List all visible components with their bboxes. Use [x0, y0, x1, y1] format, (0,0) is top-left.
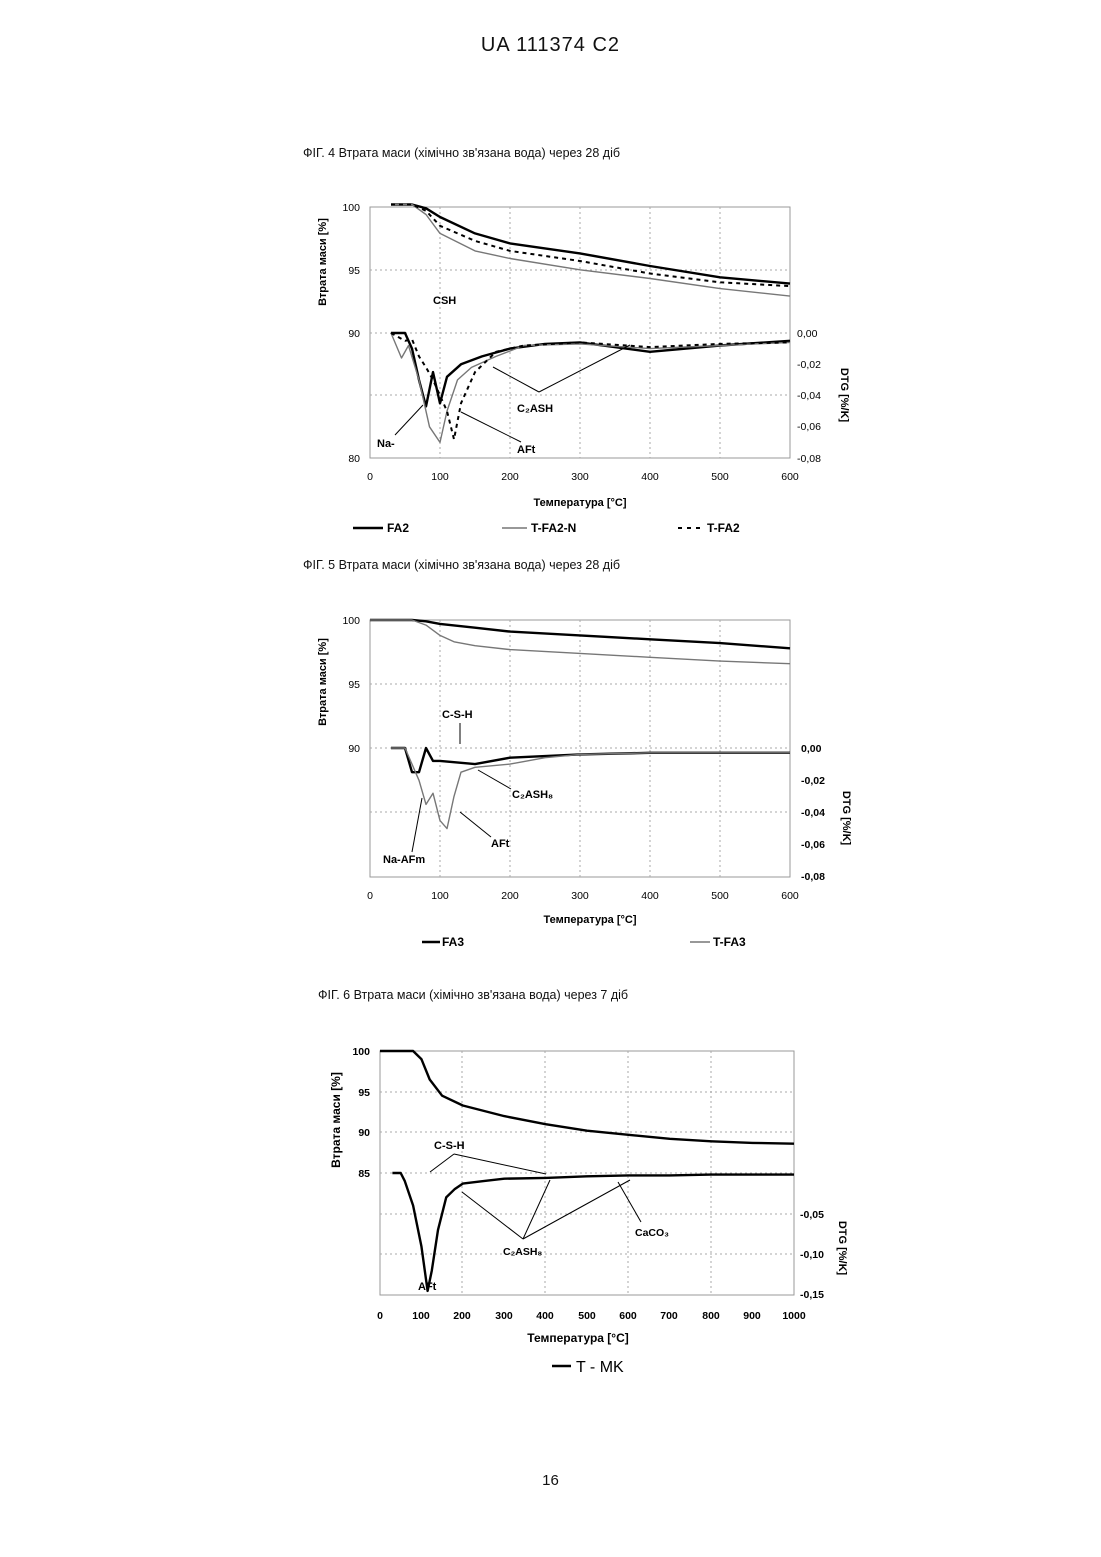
annotation-label: C-S-H [442, 709, 473, 721]
series-line-fa3-right [391, 748, 790, 772]
y-tick: 100 [352, 1046, 370, 1058]
legend: FA3 T-FA3 [422, 935, 746, 949]
x-tick: 400 [536, 1310, 554, 1322]
figure-4-caption: ФІГ. 4 Втрата маси (хімічно зв'язана вод… [303, 146, 620, 160]
x-tick: 300 [571, 890, 589, 902]
series-line-t-mk-left [380, 1051, 794, 1144]
legend-label: FA2 [387, 521, 409, 535]
x-tick: 0 [367, 890, 373, 902]
figure-6-caption: ФІГ. 6 Втрата маси (хімічно зв'язана вод… [318, 988, 628, 1002]
series-lines [380, 1051, 794, 1291]
annotation-label: C₂ASH₈ [503, 1246, 542, 1258]
y-right-tick: -0,08 [797, 453, 821, 465]
x-axis-label: Температура [°C] [533, 497, 626, 509]
legend-label: T - MK [576, 1359, 624, 1376]
y-right-tick: -0,02 [797, 359, 821, 371]
annotation-label: CaCO₃ [635, 1227, 669, 1239]
series-line-t-fa2-left [391, 205, 790, 287]
y-axis-label: Втрата маси [%] [317, 638, 329, 726]
annotation-label: C₂ASH [517, 403, 553, 415]
x-tick: 300 [495, 1310, 513, 1322]
series-line-t-fa2-n-right [391, 333, 790, 442]
x-axis-label: Температура [°C] [527, 1331, 629, 1345]
y-tick: 95 [348, 265, 360, 277]
annotation-label: Na- [377, 438, 395, 450]
x-tick: 100 [431, 890, 449, 902]
annotation-label: C₂ASH₈ [512, 789, 553, 801]
y-tick: 90 [358, 1127, 370, 1139]
annotation-label: Na-AFm [383, 854, 425, 866]
y-right-tick: -0,04 [797, 390, 821, 402]
x-tick: 500 [711, 471, 729, 483]
legend: T - MK [552, 1359, 624, 1376]
legend-label: T-FA2 [707, 521, 740, 535]
x-tick: 0 [367, 471, 373, 483]
x-tick: 500 [578, 1310, 596, 1322]
y-right-tick: 0,00 [801, 743, 822, 755]
x-tick: 200 [453, 1310, 471, 1322]
legend-label: T-FA2-N [531, 521, 576, 535]
x-tick: 100 [431, 471, 449, 483]
legend-label: T-FA3 [713, 935, 746, 949]
annotation-label: AFt [517, 444, 536, 456]
figure-4-chart: 100 95 90 80 0,00 -0,02 -0,04 -0,06 -0,0… [295, 190, 875, 540]
y-right-tick: -0,06 [797, 421, 821, 433]
annotation-arrows [412, 723, 511, 852]
x-tick: 600 [619, 1310, 637, 1322]
series-line-fa3-left [370, 620, 790, 648]
x-axis-label: Температура [°C] [543, 914, 636, 926]
y-right-tick: -0,10 [800, 1249, 824, 1261]
x-tick: 500 [711, 890, 729, 902]
y-right-axis-label: DTG [%/K] [838, 368, 850, 423]
x-tick: 700 [660, 1310, 678, 1322]
y-right-tick: -0,15 [800, 1289, 824, 1301]
y-tick: 90 [348, 743, 360, 755]
y-right-tick: -0,02 [801, 775, 825, 787]
y-tick: 100 [342, 615, 360, 627]
x-tick: 600 [781, 471, 799, 483]
figure-6-chart: 100 95 90 85 -0,05 -0,10 -0,15 0 100 200… [318, 1036, 878, 1386]
annotation-label: CSH [433, 295, 456, 307]
y-tick: 100 [342, 202, 360, 214]
y-tick: 95 [358, 1087, 370, 1099]
x-tick: 600 [781, 890, 799, 902]
y-right-tick: -0,05 [800, 1209, 824, 1221]
series-lines [391, 205, 790, 443]
y-right-tick: -0,06 [801, 839, 825, 851]
y-tick: 80 [348, 453, 360, 465]
x-tick: 1000 [782, 1310, 806, 1322]
y-tick: 85 [358, 1168, 370, 1180]
x-tick: 800 [702, 1310, 720, 1322]
y-right-tick: -0,04 [801, 807, 825, 819]
series-line-t-mk-right [392, 1173, 794, 1291]
legend-label: FA3 [442, 935, 464, 949]
x-tick: 300 [571, 471, 589, 483]
x-tick: 400 [641, 471, 659, 483]
x-tick: 200 [501, 471, 519, 483]
y-right-axis-label: DTG [%/K] [840, 791, 852, 846]
legend: FA2 T-FA2-N T-FA2 [353, 521, 740, 535]
y-right-axis-label: DTG [%/K] [836, 1221, 848, 1276]
x-tick: 400 [641, 890, 659, 902]
y-axis-label: Втрата маси [%] [329, 1072, 343, 1168]
x-tick: 100 [412, 1310, 430, 1322]
series-line-t-fa3-right [391, 748, 790, 829]
y-tick: 90 [348, 328, 360, 340]
y-tick: 95 [348, 679, 360, 691]
y-right-tick: 0,00 [797, 328, 818, 340]
x-tick: 900 [743, 1310, 761, 1322]
series-line-t-fa2-right [391, 333, 790, 439]
figure-5-chart: 100 95 90 0,00 -0,02 -0,04 -0,06 -0,08 0… [295, 606, 875, 956]
y-axis-label: Втрата маси [%] [317, 218, 329, 306]
annotation-label: C-S-H [434, 1140, 465, 1152]
x-tick: 200 [501, 890, 519, 902]
y-right-tick: -0,08 [801, 871, 825, 883]
document-header: UA 111374 C2 [0, 34, 1101, 57]
x-tick: 0 [377, 1310, 383, 1322]
annotation-label: AFt [418, 1281, 437, 1293]
page-number: 16 [0, 1472, 1101, 1489]
annotation-label: AFt [491, 838, 510, 850]
figure-5-caption: ФІГ. 5 Втрата маси (хімічно зв'язана вод… [303, 558, 620, 572]
